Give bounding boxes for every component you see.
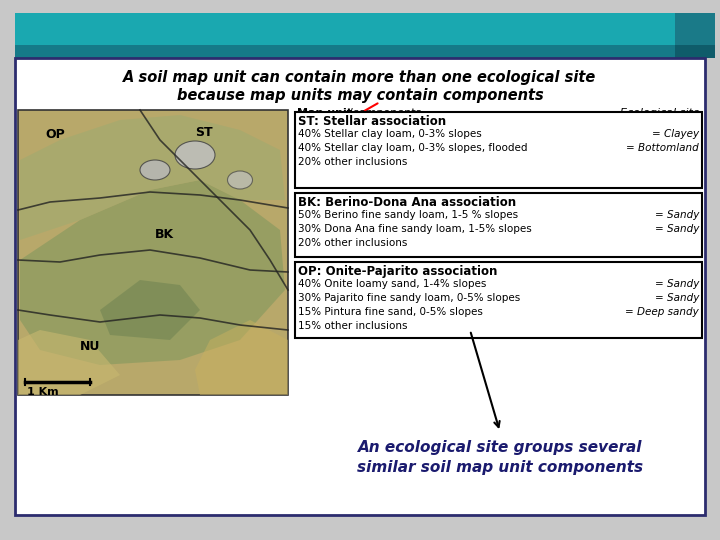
Bar — [295, 193, 702, 257]
Ellipse shape — [228, 171, 253, 189]
Ellipse shape — [140, 160, 170, 180]
Text: 50% Berino fine sandy loam, 1-5 % slopes: 50% Berino fine sandy loam, 1-5 % slopes — [298, 210, 518, 220]
Text: NU: NU — [80, 341, 100, 354]
Text: ST: Stellar association: ST: Stellar association — [298, 115, 446, 128]
Text: 15% other inclusions: 15% other inclusions — [298, 321, 408, 331]
Text: An ecological site groups several: An ecological site groups several — [358, 440, 642, 455]
Text: 30% Dona Ana fine sandy loam, 1-5% slopes: 30% Dona Ana fine sandy loam, 1-5% slope… — [298, 224, 532, 234]
Text: = Deep sandy: = Deep sandy — [625, 307, 699, 317]
Text: 1 Km: 1 Km — [27, 387, 58, 397]
Text: = Bottomland: = Bottomland — [626, 143, 699, 153]
Text: ST: ST — [195, 125, 212, 138]
Text: 20% other inclusions: 20% other inclusions — [298, 238, 408, 248]
Text: 15% Pintura fine sand, 0-5% slopes: 15% Pintura fine sand, 0-5% slopes — [298, 307, 483, 317]
Text: = Sandy: = Sandy — [654, 279, 699, 289]
Text: = Sandy: = Sandy — [654, 224, 699, 234]
Polygon shape — [20, 180, 285, 365]
Polygon shape — [20, 115, 285, 240]
Bar — [675, 45, 715, 58]
Bar — [15, 13, 675, 45]
Bar — [15, 58, 705, 515]
Text: BK: BK — [155, 228, 174, 241]
Ellipse shape — [175, 141, 215, 169]
Text: OP: Onite-Pajarito association: OP: Onite-Pajarito association — [298, 265, 498, 278]
Text: 30% Pajarito fine sandy loam, 0-5% slopes: 30% Pajarito fine sandy loam, 0-5% slope… — [298, 293, 521, 303]
Text: OP: OP — [45, 129, 65, 141]
Text: A soil map unit can contain more than one ecological site: A soil map unit can contain more than on… — [123, 70, 597, 85]
Text: 40% Onite loamy sand, 1-4% slopes: 40% Onite loamy sand, 1-4% slopes — [298, 279, 487, 289]
Bar — [18, 110, 288, 395]
Polygon shape — [195, 320, 288, 395]
Text: /components: /components — [349, 108, 421, 118]
Text: 40% Stellar clay loam, 0-3% slopes: 40% Stellar clay loam, 0-3% slopes — [298, 129, 482, 139]
Text: 20% other inclusions: 20% other inclusions — [298, 157, 408, 167]
Bar — [15, 45, 675, 58]
Bar — [675, 13, 715, 45]
Text: = Sandy: = Sandy — [654, 293, 699, 303]
Text: Map unit: Map unit — [297, 108, 352, 118]
Text: similar soil map unit components: similar soil map unit components — [357, 460, 643, 475]
Bar — [295, 112, 702, 188]
Polygon shape — [100, 280, 200, 340]
Text: because map units may contain components: because map units may contain components — [176, 88, 544, 103]
Text: Ecological site: Ecological site — [620, 108, 700, 118]
Text: BK: Berino-Dona Ana association: BK: Berino-Dona Ana association — [298, 196, 516, 209]
Polygon shape — [18, 330, 120, 395]
Text: = Sandy: = Sandy — [654, 210, 699, 220]
Text: = Clayey: = Clayey — [652, 129, 699, 139]
Text: 40% Stellar clay loam, 0-3% slopes, flooded: 40% Stellar clay loam, 0-3% slopes, floo… — [298, 143, 528, 153]
Bar — [295, 262, 702, 338]
